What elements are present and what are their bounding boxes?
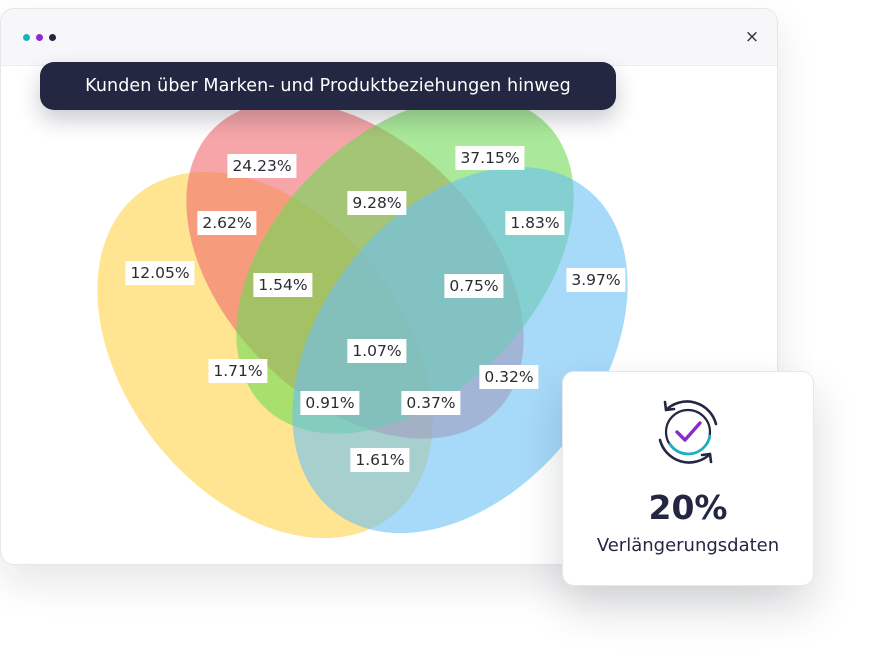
renewal-stat-card: 20% Verlängerungsdaten	[562, 371, 814, 586]
region-label-green-blue: 1.83%	[505, 211, 565, 235]
window-dot-teal	[23, 34, 30, 41]
region-label-yellow-red-blue: 0.37%	[401, 391, 461, 415]
refresh-check-icon	[658, 400, 718, 464]
region-label-red-green-blue: 0.75%	[444, 274, 504, 298]
region-label-yellow-blue: 1.61%	[350, 448, 410, 472]
region-label-yellow-red: 2.62%	[197, 211, 257, 235]
region-label-yellow-red-green: 1.54%	[253, 273, 313, 297]
window-dot-navy	[49, 34, 56, 41]
diagram-title: Kunden über Marken- und Produktbeziehung…	[40, 62, 616, 110]
region-label-green-only: 37.15%	[455, 146, 525, 170]
venn-set-blue	[292, 166, 628, 534]
region-label-blue-only: 3.97%	[566, 268, 626, 292]
region-label-all-four: 1.07%	[347, 339, 407, 363]
region-label-red-blue: 0.32%	[479, 365, 539, 389]
window-titlebar: ×	[1, 9, 777, 66]
region-label-red-green: 9.28%	[347, 191, 407, 215]
region-label-red-only: 24.23%	[227, 154, 297, 178]
region-label-yellow-green: 1.71%	[208, 359, 268, 383]
close-icon[interactable]: ×	[744, 27, 760, 47]
region-label-yellow-green-blue: 0.91%	[300, 391, 360, 415]
stat-label: Verlängerungsdaten	[596, 535, 780, 556]
region-label-yellow-only: 12.05%	[125, 261, 195, 285]
stat-value: 20%	[648, 488, 728, 527]
window-dot-purple	[36, 34, 43, 41]
